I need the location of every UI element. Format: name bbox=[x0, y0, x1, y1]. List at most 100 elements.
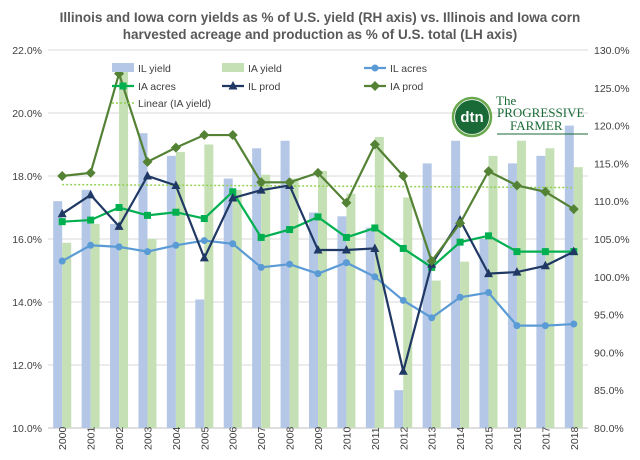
point-il-prod bbox=[313, 245, 323, 254]
legend-swatch-ia-yield bbox=[222, 63, 244, 72]
x-tick-label: 2010 bbox=[341, 426, 353, 450]
point-il-acres bbox=[428, 314, 436, 322]
x-tick-label: 2015 bbox=[484, 426, 496, 450]
legend-marker-ia-prod bbox=[370, 81, 380, 91]
right-tick-label: 80.0% bbox=[594, 423, 624, 435]
logo-line-1: PROGRESSIVE bbox=[497, 105, 584, 120]
point-ia-prod bbox=[426, 256, 437, 267]
point-il-prod bbox=[341, 245, 351, 254]
progressive-farmer-logo: dtn The PROGRESSIVE FARMER bbox=[451, 93, 588, 138]
point-il-acres bbox=[541, 322, 549, 330]
point-il-prod bbox=[398, 366, 408, 375]
bar-il-yield bbox=[195, 299, 205, 428]
point-il-acres bbox=[342, 259, 350, 267]
bar-il-yield bbox=[309, 212, 318, 428]
x-tick-label: 2006 bbox=[228, 426, 240, 450]
x-tick-label: 2008 bbox=[285, 426, 297, 450]
bar-ia-yield bbox=[573, 167, 583, 428]
right-tick-label: 95.0% bbox=[594, 310, 624, 322]
bar-ia-yield bbox=[403, 197, 413, 428]
x-tick-label: 2003 bbox=[142, 426, 154, 450]
point-ia-prod bbox=[199, 130, 210, 141]
point-il-prod bbox=[256, 185, 266, 194]
point-ia-acres bbox=[200, 215, 208, 223]
right-tick-label: 120.0% bbox=[594, 121, 630, 133]
x-tick-label: 2018 bbox=[569, 426, 581, 450]
bar-il-yield bbox=[507, 163, 517, 428]
left-tick-label: 10.0% bbox=[12, 423, 42, 435]
legend-label-ia-prod: IA prod bbox=[390, 81, 423, 93]
point-il-acres bbox=[314, 270, 322, 278]
bar-ia-yield bbox=[204, 144, 214, 428]
point-il-prod bbox=[512, 267, 522, 276]
point-ia-prod bbox=[256, 177, 267, 188]
point-ia-acres bbox=[229, 188, 237, 196]
bar-ia-yield bbox=[175, 152, 185, 428]
bar-ia-yield bbox=[545, 148, 555, 428]
bar-il-yield bbox=[536, 155, 546, 428]
point-il-prod bbox=[228, 193, 238, 202]
point-ia-acres bbox=[87, 216, 95, 224]
legend-swatch-il-yield bbox=[112, 63, 134, 72]
point-il-acres bbox=[115, 243, 123, 251]
right-axis-ticks: 80.0% 85.0% 90.0% 95.0% 100.0% 105.0% 110.0% 11… bbox=[594, 45, 630, 435]
chart-title-line-2: harvested acreage and production as % of… bbox=[123, 27, 518, 42]
bar-il-yield bbox=[337, 216, 347, 428]
point-ia-acres bbox=[143, 211, 151, 219]
bar-il-yield bbox=[564, 125, 574, 428]
x-tick-label: 2004 bbox=[171, 426, 183, 450]
point-ia-acres bbox=[172, 208, 180, 216]
x-tick-label: 2016 bbox=[512, 426, 524, 450]
x-tick-label: 2013 bbox=[427, 426, 439, 450]
chart-title: Illinois and Iowa corn yields as % of U.… bbox=[60, 10, 581, 42]
point-ia-acres bbox=[58, 218, 66, 226]
point-il-acres bbox=[58, 257, 66, 265]
x-tick-label: 2012 bbox=[398, 426, 410, 450]
trendline-ia-yield bbox=[62, 183, 574, 189]
point-ia-prod bbox=[170, 142, 181, 153]
right-tick-label: 85.0% bbox=[594, 385, 624, 397]
point-ia-prod bbox=[369, 139, 380, 150]
point-il-acres bbox=[87, 241, 95, 249]
point-il-prod bbox=[57, 208, 67, 218]
bar-il-yield bbox=[223, 178, 233, 428]
point-ia-acres bbox=[314, 213, 322, 221]
point-ia-acres bbox=[257, 233, 265, 241]
bar-ia-yield bbox=[232, 189, 242, 428]
point-ia-acres bbox=[541, 248, 549, 256]
x-tick-label: 2017 bbox=[540, 426, 552, 450]
point-il-prod bbox=[199, 252, 209, 262]
point-il-acres bbox=[172, 241, 180, 249]
bar-il-yield bbox=[138, 133, 148, 428]
legend: IL yield IA yield IL acres IA acres IL prod I… bbox=[112, 63, 427, 110]
bar-ia-yield bbox=[346, 193, 356, 428]
right-tick-label: 110.0% bbox=[594, 196, 629, 208]
x-tick-label: 2014 bbox=[455, 426, 467, 450]
right-tick-label: 90.0% bbox=[594, 347, 624, 359]
point-ia-prod bbox=[142, 156, 153, 167]
point-il-prod bbox=[370, 243, 380, 252]
legend-marker-il-prod bbox=[228, 81, 238, 90]
point-il-acres bbox=[513, 322, 521, 330]
point-ia-prod bbox=[57, 171, 68, 181]
point-ia-acres bbox=[513, 248, 521, 256]
point-il-acres bbox=[200, 237, 208, 245]
bar-il-yield bbox=[422, 163, 432, 428]
bar-il-yield bbox=[394, 390, 404, 428]
left-axis-ticks: 10.0% 12.0% 14.0% 16.0% 18.0% 20.0% 22.0% bbox=[12, 45, 42, 435]
bar-ia-yield bbox=[261, 174, 271, 428]
point-ia-acres bbox=[485, 232, 493, 240]
point-ia-acres bbox=[115, 204, 123, 211]
bar-ia-yield bbox=[289, 178, 299, 428]
legend-label-il-acres: IL acres bbox=[390, 63, 427, 75]
dtn-logo-mark: dtn bbox=[460, 109, 483, 126]
bar-il-yield bbox=[53, 201, 63, 428]
x-tick-label: 2011 bbox=[370, 427, 382, 450]
bar-il-yield bbox=[166, 155, 176, 428]
point-ia-acres bbox=[456, 238, 464, 246]
point-ia-prod bbox=[568, 204, 579, 215]
bar-il-yield bbox=[479, 239, 489, 428]
point-ia-acres bbox=[342, 233, 350, 241]
point-il-acres bbox=[485, 289, 493, 297]
left-tick-label: 20.0% bbox=[12, 108, 42, 120]
